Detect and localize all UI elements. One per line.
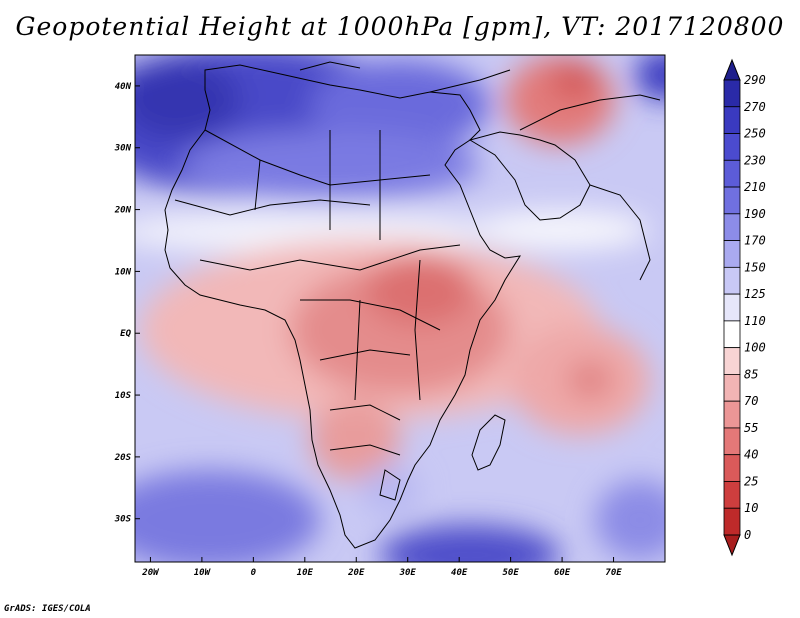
x-tick-label: 60E (554, 568, 571, 578)
colorbar-segment (723, 293, 741, 322)
x-tick-label: 10W (194, 568, 212, 578)
colorbar-label: 190 (744, 207, 766, 221)
colorbar-label: 290 (744, 73, 766, 87)
colorbar-label: 270 (744, 100, 766, 114)
colorbar-segment (723, 240, 741, 268)
colorbar-label: 110 (744, 314, 766, 328)
colorbar-label: 55 (744, 421, 758, 435)
coastlines (164, 61, 661, 549)
colorbar-segment (723, 159, 741, 188)
colorbar-segment (723, 186, 741, 215)
height-field (135, 55, 665, 562)
colorbar-label: 250 (744, 127, 766, 141)
x-tick-label: 20E (347, 568, 365, 578)
colorbar-label: 125 (744, 287, 766, 301)
colorbar-label: 85 (744, 367, 758, 381)
map-frame (134, 54, 666, 563)
colorbar-label: 150 (744, 260, 766, 274)
y-tick-label: 20S (114, 453, 132, 463)
colorbar-label: 170 (744, 234, 766, 248)
credit-text: GrADS: IGES/COLA (4, 604, 91, 614)
colorbar-label: 10 (744, 501, 758, 515)
x-tick-label: 10E (297, 568, 314, 578)
y-tick-label: EQ (120, 329, 131, 339)
y-tick-label: 30N (114, 144, 132, 154)
x-tick-label: 50E (502, 568, 519, 578)
colorbar-segment (723, 347, 741, 375)
x-axis: 20W 10W 0 10E 20E 30E 40E 50E 60E 70E (141, 557, 622, 578)
colorbar-label: 0 (744, 528, 751, 542)
colorbar-segment (723, 481, 741, 509)
colorbar-segment (723, 507, 741, 536)
colorbar-segment (723, 427, 741, 456)
y-tick-label: 10S (115, 391, 132, 401)
colorbar-segment (723, 454, 741, 482)
colorbar-segment (723, 133, 741, 161)
x-tick-label: 30E (399, 568, 417, 578)
y-tick-label: 40N (115, 82, 132, 92)
colorbar-segment (723, 79, 741, 108)
y-axis: 40N 30N 20N 10N EQ 10S 20S 30S (114, 82, 140, 525)
x-tick-label: 40E (451, 568, 468, 578)
x-tick-label: 70E (605, 568, 622, 578)
colorbar-segment (723, 266, 741, 295)
y-tick-label: 30S (114, 515, 132, 525)
x-tick-label: 20W (141, 568, 160, 578)
chart-title: Geopotential Height at 1000hPa [gpm], VT… (15, 12, 785, 41)
colorbar-top-arrow (723, 58, 741, 81)
x-tick-label: 0 (251, 568, 257, 578)
colorbar-segment (723, 213, 741, 241)
y-tick-label: 10N (115, 267, 132, 277)
colorbar-label: 70 (744, 394, 758, 408)
y-tick-label: 20N (114, 206, 132, 216)
colorbar-label: 100 (744, 341, 766, 355)
colorbar-segment (723, 400, 741, 429)
colorbar-label: 25 (744, 474, 758, 488)
colorbar-segment (723, 374, 741, 402)
colorbar-segment (723, 320, 741, 349)
colorbar-bottom-arrow (723, 534, 741, 557)
colorbar: 2902702502302101901701501251101008570554… (723, 58, 766, 557)
colorbar-label: 210 (744, 180, 766, 194)
colorbar-label: 230 (744, 153, 766, 167)
colorbar-label: 40 (744, 448, 758, 462)
colorbar-segment (723, 106, 741, 134)
